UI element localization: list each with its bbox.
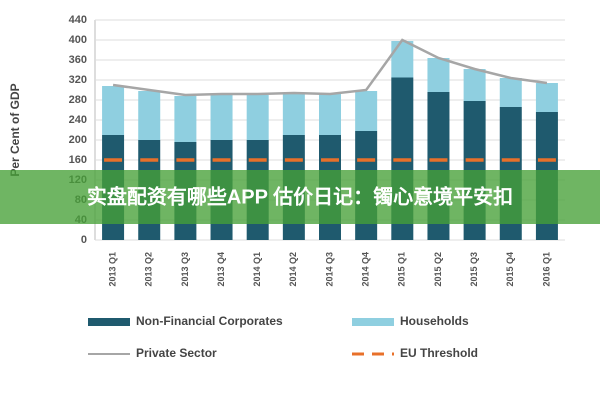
y-tick-label: 0 [81,234,87,246]
y-tick-label: 360 [69,54,87,66]
legend-label: Non-Financial Corporates [136,314,283,328]
y-tick-label: 280 [69,94,87,106]
bar [355,91,378,131]
x-tick-label: 2014 Q3 [324,252,334,287]
bar [174,96,197,142]
x-tick-label: 2015 Q1 [397,252,407,287]
bar [246,95,269,140]
bar [102,86,125,135]
x-tick-label: 2015 Q2 [433,252,443,287]
y-tick-label: 320 [69,74,87,86]
bar [319,94,341,135]
x-tick-label: 2013 Q3 [180,252,190,287]
y-tick-label: 200 [69,134,87,146]
y-tick-label: 440 [69,14,87,26]
legend: Non-Financial Corporates Households Priv… [88,314,478,360]
x-tick-label: 2013 Q2 [144,252,154,287]
line [112,38,548,97]
y-tick-label: 240 [69,114,87,126]
y-tick-label: 160 [69,154,87,166]
legend-label: Private Sector [136,346,217,360]
legend-swatch [352,318,394,326]
bar [391,41,414,78]
y-tick-label: 400 [69,34,87,46]
y-axis-label: Per Cent of GDP [8,83,22,176]
bar [499,78,522,107]
x-tick-label: 2014 Q2 [288,252,298,287]
bar [535,83,558,112]
bar [282,93,305,135]
x-tick-label: 2014 Q1 [252,252,262,287]
x-tick-label: 2014 Q4 [361,252,371,287]
x-tick-label: 2013 Q1 [107,252,117,287]
x-tick-label: 2016 Q1 [541,252,551,287]
legend-label: Households [400,314,469,328]
x-tick-label: 2015 Q3 [469,252,479,287]
legend-swatch [88,318,130,326]
banner-text: 实盘配资有哪些APP 估价日记：镯心意境平安扣 [87,184,513,208]
bar [427,58,450,92]
x-tick-label: 2013 Q4 [216,252,226,287]
legend-label: EU Threshold [400,346,478,360]
banner [0,170,600,224]
bar [463,69,486,101]
x-tick-label: 2015 Q4 [505,252,515,287]
bar [138,91,161,140]
bar [210,95,233,140]
